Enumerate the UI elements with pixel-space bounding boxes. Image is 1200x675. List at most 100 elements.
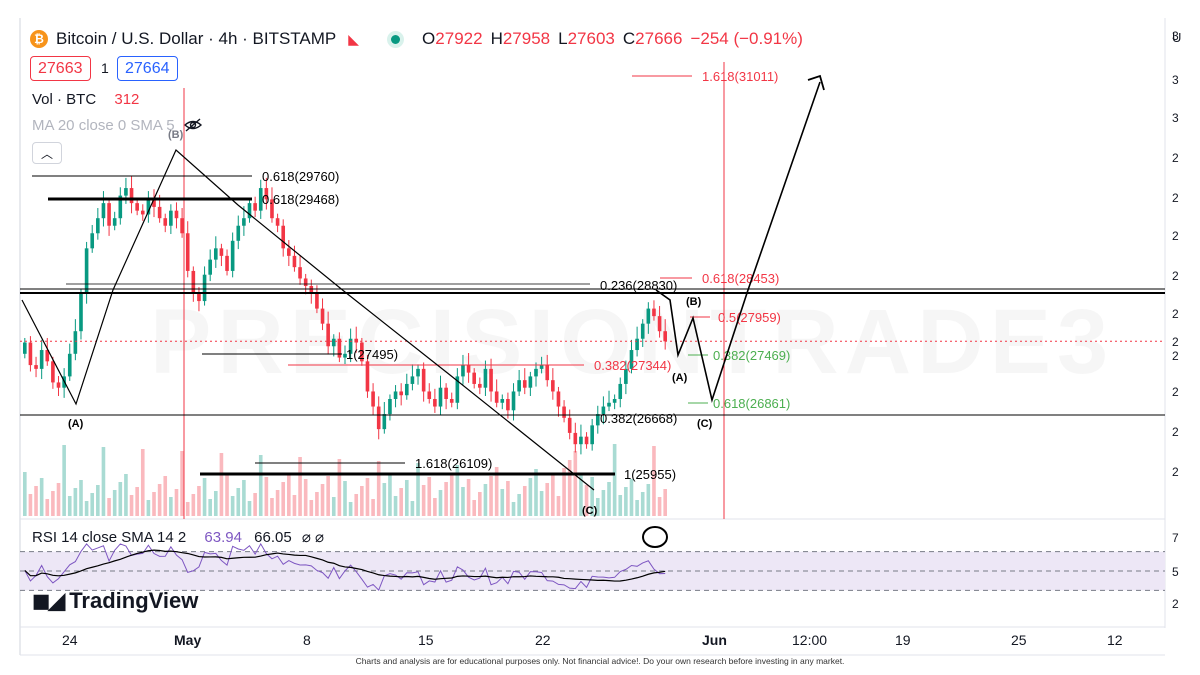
volume-bar bbox=[51, 491, 55, 516]
volume-bar bbox=[416, 463, 420, 516]
volume-bar bbox=[601, 490, 606, 516]
volume-bar bbox=[303, 479, 308, 516]
chart-header: ₿ Bitcoin / U.S. Dollar · 4h · BITSTAMP … bbox=[30, 26, 803, 52]
candle-body bbox=[663, 331, 667, 342]
volume-bar bbox=[489, 476, 493, 516]
candle-body bbox=[298, 267, 302, 279]
volume-bar bbox=[607, 482, 611, 516]
volume-bar bbox=[96, 485, 100, 516]
volume-bar bbox=[635, 500, 639, 516]
candle-body bbox=[28, 342, 33, 366]
volume-bar bbox=[371, 499, 375, 516]
volume-bar bbox=[208, 499, 212, 516]
fib-level-label: 1.618(31011) bbox=[702, 69, 778, 84]
time-axis-tick: 12:00 bbox=[792, 632, 827, 648]
price-axis-tick: 2 bbox=[1172, 335, 1179, 349]
candle-body bbox=[213, 248, 218, 260]
volume-bar bbox=[472, 500, 477, 516]
volume-bar bbox=[112, 490, 117, 516]
candle-body bbox=[483, 368, 488, 388]
wave-label: (A) bbox=[672, 372, 688, 384]
candle-body bbox=[264, 188, 269, 200]
volume-bar bbox=[56, 483, 61, 516]
tradingview-logo[interactable]: ◼◢ TradingView bbox=[32, 588, 198, 614]
volume-bar bbox=[388, 475, 392, 516]
candle-body bbox=[275, 218, 280, 226]
volume-bar bbox=[562, 468, 566, 516]
candle-body bbox=[236, 225, 241, 241]
volume-legend[interactable]: Vol · BTC 312 bbox=[32, 91, 139, 108]
candle-body bbox=[607, 402, 611, 407]
time-axis-tick: 22 bbox=[535, 632, 551, 648]
volume-bar bbox=[612, 444, 617, 516]
candle-body bbox=[180, 218, 184, 234]
candle-body bbox=[528, 376, 533, 388]
candle-body bbox=[124, 188, 128, 196]
volume-bar bbox=[146, 500, 151, 516]
volume-bar bbox=[253, 493, 257, 516]
time-axis-tick: Jun bbox=[702, 632, 727, 648]
volume-bar bbox=[624, 487, 628, 516]
chevron-up-icon: ︿ bbox=[40, 146, 53, 161]
symbol-title[interactable]: Bitcoin / U.S. Dollar · 4h · BITSTAMP bbox=[56, 29, 337, 48]
rsi-legend[interactable]: RSI 14 close SMA 14 2 63.94 66.05 ⌀ ⌀ bbox=[32, 528, 324, 546]
volume-bar bbox=[197, 486, 201, 516]
collapse-legend-button[interactable]: ︿ bbox=[32, 142, 62, 164]
time-axis-tick: 24 bbox=[62, 632, 78, 648]
fib-level-label: 0.382(26668) bbox=[600, 411, 677, 426]
sell-price-button[interactable]: 27663 bbox=[30, 56, 91, 81]
volume-bar bbox=[539, 491, 544, 516]
candle-body bbox=[455, 376, 460, 403]
price-axis-tick: 2 bbox=[1172, 307, 1179, 321]
ma-legend[interactable]: MA 20 close 0 SMA 5 bbox=[32, 117, 203, 134]
candle-body bbox=[337, 338, 342, 358]
rsi-sma-line bbox=[24, 549, 666, 582]
candle-body bbox=[23, 342, 27, 354]
volume-bar bbox=[326, 476, 330, 516]
market-open-indicator bbox=[391, 34, 401, 44]
candle-body bbox=[281, 225, 286, 249]
volume-bar bbox=[500, 489, 505, 516]
candle-body bbox=[287, 248, 291, 256]
volume-bar bbox=[404, 480, 409, 516]
volume-bar bbox=[258, 455, 263, 516]
candle-body bbox=[135, 203, 139, 211]
volume-bar bbox=[483, 484, 488, 516]
volume-bar bbox=[365, 478, 370, 516]
volume-bar bbox=[84, 501, 89, 516]
volume-bar bbox=[590, 477, 594, 516]
candle-body bbox=[461, 365, 465, 377]
price-axis-tick: 3 bbox=[1172, 111, 1179, 125]
candle-body bbox=[522, 380, 527, 388]
volume-bar bbox=[23, 472, 27, 516]
price-axis-tick: 2 bbox=[1172, 465, 1179, 479]
candle-body bbox=[96, 218, 100, 234]
volume-bar bbox=[421, 485, 426, 516]
volume-bar bbox=[657, 497, 662, 516]
candle-body bbox=[270, 199, 274, 219]
volume-bar bbox=[427, 477, 432, 516]
order-quantity[interactable]: 1 bbox=[101, 60, 109, 76]
eye-off-icon[interactable] bbox=[183, 117, 203, 133]
candle-body bbox=[410, 376, 415, 384]
candle-body bbox=[258, 188, 263, 211]
wave-label: (B) bbox=[168, 129, 184, 141]
candle-body bbox=[118, 195, 123, 219]
candle-body bbox=[646, 308, 651, 324]
volume-bar bbox=[478, 492, 482, 516]
buy-price-button[interactable]: 27664 bbox=[117, 56, 178, 81]
flag-icon[interactable]: ◣ bbox=[348, 30, 360, 47]
candle-body bbox=[202, 274, 207, 302]
candle-body bbox=[393, 391, 398, 399]
volume-bar bbox=[595, 498, 600, 516]
volume-bar bbox=[236, 488, 241, 516]
volume-bar bbox=[225, 475, 229, 516]
candle-body bbox=[416, 368, 420, 377]
candle-body bbox=[45, 350, 50, 362]
price-axis-tick: 2 bbox=[1172, 425, 1179, 439]
candle-body bbox=[360, 342, 364, 362]
candle-body bbox=[56, 382, 61, 388]
rsi-sma-value: 66.05 bbox=[254, 529, 292, 546]
projection-arrowhead bbox=[807, 74, 825, 91]
